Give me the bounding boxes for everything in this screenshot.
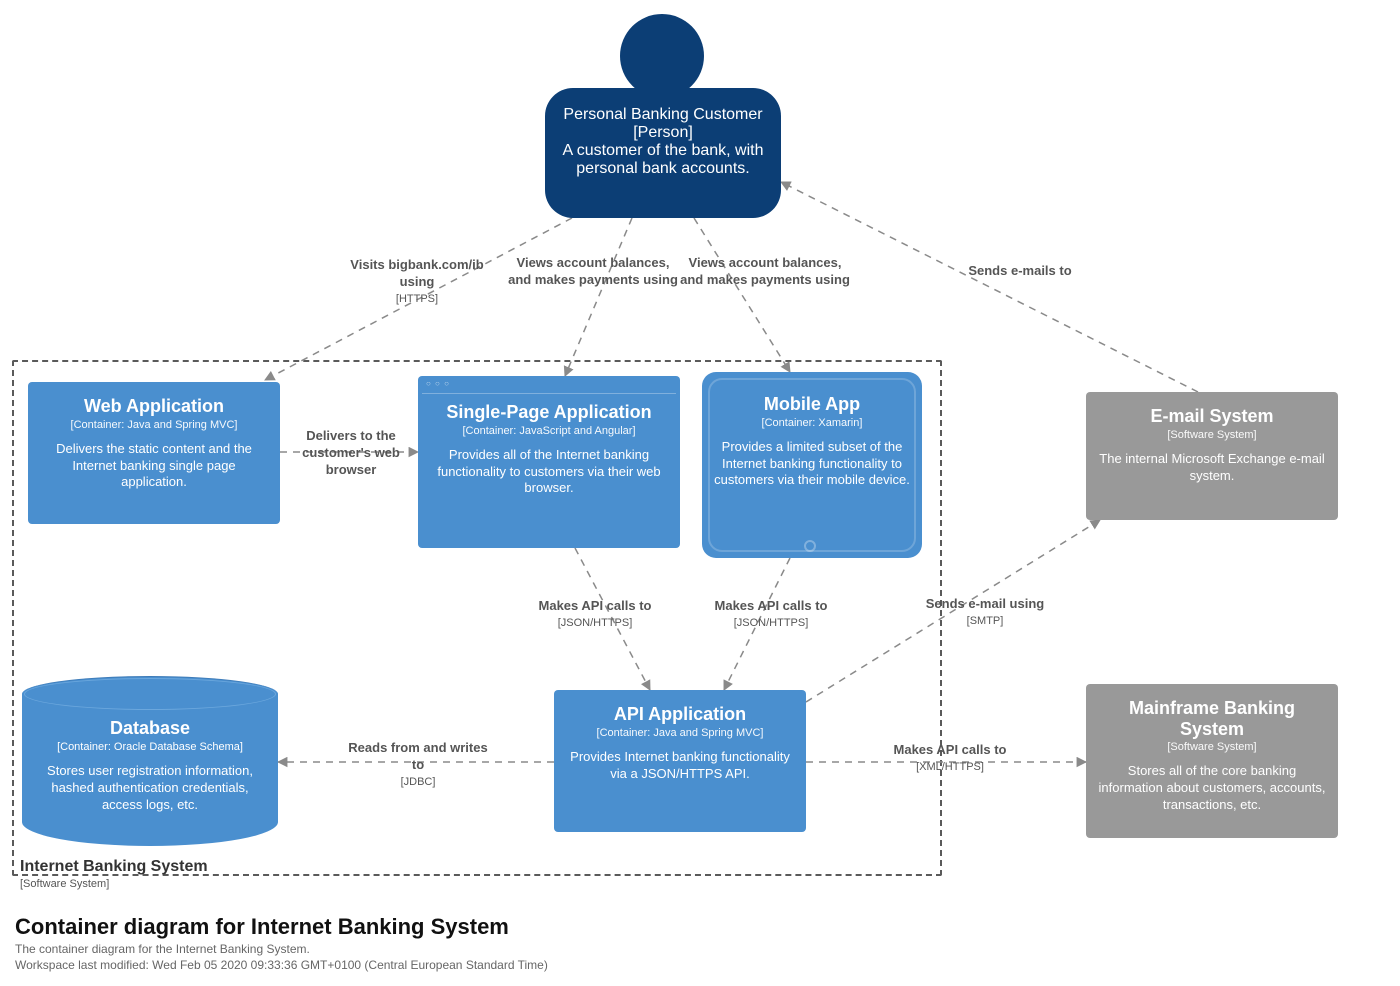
diagram-canvas: Internet Banking System [Software System… [0, 0, 1400, 986]
api-title: API Application [566, 704, 794, 725]
node-email-system[interactable]: E-mail System [Software System] The inte… [1086, 392, 1338, 520]
spa-subtitle: [Container: JavaScript and Angular] [430, 425, 668, 437]
edge-label-8: Sends e-mail using[SMTP] [910, 596, 1060, 628]
edge-label-10: Makes API calls to[XML/HTTPS] [870, 742, 1030, 774]
spa-desc: Provides all of the Internet banking fun… [430, 447, 668, 498]
spa-title: Single-Page Application [430, 402, 668, 423]
node-api[interactable]: API Application [Container: Java and Spr… [554, 690, 806, 832]
webapp-subtitle: [Container: Java and Spring MVC] [40, 419, 268, 431]
edge-label-7: Makes API calls to[JSON/HTTPS] [696, 598, 846, 630]
edge-person-spa [565, 218, 632, 376]
api-desc: Provides Internet banking functionality … [566, 749, 794, 783]
mobile-subtitle: [Container: Xamarin] [714, 417, 910, 429]
person-title: Personal Banking Customer [561, 106, 765, 124]
person-desc: A customer of the bank, with personal ba… [561, 142, 765, 178]
browser-chrome-icon [422, 380, 676, 394]
db-desc: Stores user registration information, ha… [40, 763, 260, 814]
diagram-title: Container diagram for Internet Banking S… [15, 914, 509, 940]
edge-person-mobile [694, 218, 790, 372]
node-webapp[interactable]: Web Application [Container: Java and Spr… [28, 382, 280, 524]
edge-label-3: Views account balances, and makes paymen… [680, 255, 850, 289]
person-head-icon [620, 14, 704, 98]
email-title: E-mail System [1098, 406, 1326, 427]
webapp-title: Web Application [40, 396, 268, 417]
edge-label-6: Makes API calls to[JSON/HTTPS] [520, 598, 670, 630]
diagram-subtitle-1: The container diagram for the Internet B… [15, 942, 310, 956]
email-subtitle: [Software System] [1098, 429, 1326, 441]
node-mainframe[interactable]: Mainframe Banking System [Software Syste… [1086, 684, 1338, 838]
node-mobile[interactable]: Mobile App [Container: Xamarin] Provides… [702, 372, 922, 558]
edge-label-5: Delivers to the customer's web browser [288, 428, 414, 479]
edge-label-9: Reads from and writes to[JDBC] [348, 740, 488, 789]
mainframe-subtitle: [Software System] [1098, 741, 1326, 753]
mobile-title: Mobile App [714, 394, 910, 415]
node-spa[interactable]: Single-Page Application [Container: Java… [418, 376, 680, 548]
email-desc: The internal Microsoft Exchange e-mail s… [1098, 451, 1326, 485]
db-subtitle: [Container: Oracle Database Schema] [40, 741, 260, 753]
mobile-desc: Provides a limited subset of the Interne… [714, 439, 910, 490]
db-title: Database [40, 718, 260, 739]
mainframe-desc: Stores all of the core banking informati… [1098, 763, 1326, 814]
node-database[interactable]: Database [Container: Oracle Database Sch… [22, 676, 278, 846]
edge-label-2: Views account balances, and makes paymen… [508, 255, 678, 289]
person-subtitle: [Person] [561, 124, 765, 142]
webapp-desc: Delivers the static content and the Inte… [40, 441, 268, 492]
edge-label-4: Sends e-mails to [940, 263, 1100, 280]
api-subtitle: [Container: Java and Spring MVC] [566, 727, 794, 739]
edge-label-1: Visits bigbank.com/ib using[HTTPS] [332, 257, 502, 306]
boundary-label: Internet Banking System [20, 858, 208, 876]
node-person[interactable]: Personal Banking Customer [Person] A cus… [545, 88, 781, 218]
mainframe-title: Mainframe Banking System [1098, 698, 1326, 739]
diagram-subtitle-2: Workspace last modified: Wed Feb 05 2020… [15, 958, 548, 972]
phone-home-icon [804, 540, 816, 552]
boundary-sublabel: [Software System] [20, 878, 109, 890]
